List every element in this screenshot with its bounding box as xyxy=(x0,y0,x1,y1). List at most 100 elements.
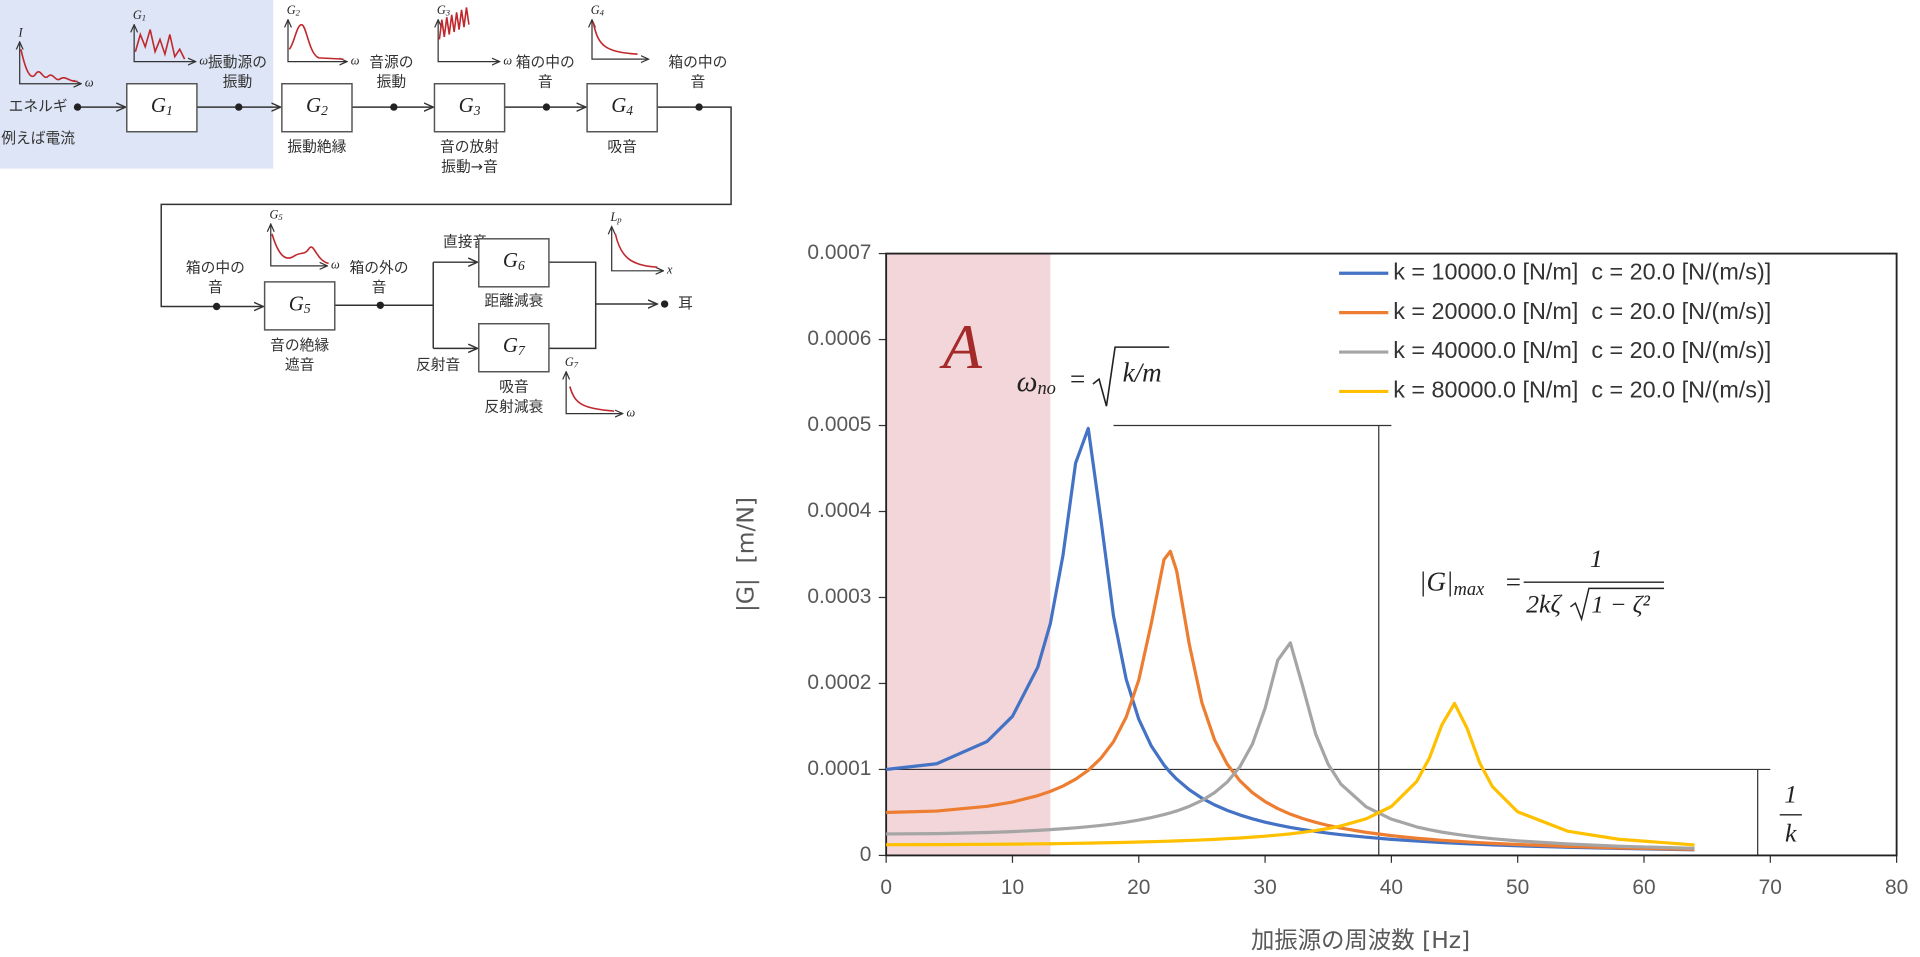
block-caption: 反射減衰 xyxy=(484,398,543,415)
sketch-x-label: ω xyxy=(85,76,94,90)
sketch-y-subscript: 3 xyxy=(445,8,450,18)
signal-label: 音 xyxy=(538,73,553,90)
block-caption: 振動絶縁 xyxy=(287,139,346,156)
signal-label: 箱の中の xyxy=(186,259,245,276)
junction xyxy=(212,302,221,311)
block-subscript: 6 xyxy=(518,258,525,273)
block-caption: 吸音 xyxy=(499,379,528,396)
omega-rhs: k/m xyxy=(1123,358,1162,388)
series-line xyxy=(886,641,1695,850)
block-caption: 遮音 xyxy=(285,357,315,374)
block-box xyxy=(263,281,336,331)
junction xyxy=(695,103,703,111)
omega-subscript: no xyxy=(1037,378,1055,398)
signal-label: 振動 xyxy=(377,73,407,90)
omega-equals: = xyxy=(1068,364,1086,394)
annotations: A ωno = k/m |G|max = 1 2kζ 1 − ζ² 1 k xyxy=(939,311,1802,848)
legend-label: k = 20000.0 [N/m] c = 20.0 [N/(m/s)] xyxy=(1393,298,1771,324)
junction xyxy=(235,103,243,111)
sketch-axes xyxy=(288,20,347,62)
gmax-subscript: max xyxy=(1454,579,1486,599)
sketch-y-label: G1 xyxy=(133,8,146,23)
block-label: G5 xyxy=(289,291,311,316)
input-example: 例えば電流 xyxy=(1,130,75,147)
y-tick-label: 0.0003 xyxy=(807,585,871,608)
inverse-k-numerator: 1 xyxy=(1784,779,1797,808)
sketch-y-symbol: G xyxy=(270,207,279,221)
block-label: G1 xyxy=(151,93,173,118)
legend-label: k = 40000.0 [N/m] c = 20.0 [N/(m/s)] xyxy=(1393,337,1771,363)
chart: 0 0.0001 0.0002 0.0003 0.0004 0.0005 0.0006 0.0… xyxy=(732,241,1909,954)
y-tick-label: 0.0005 xyxy=(807,413,871,436)
block-box xyxy=(126,82,198,133)
junctions xyxy=(73,103,703,311)
sketch-y-symbol: G xyxy=(591,3,600,17)
sketch-y-label: Lp xyxy=(609,210,622,225)
block-symbol: G xyxy=(459,93,474,117)
y-axis-label: |G| [m/N] xyxy=(732,497,760,612)
connector xyxy=(160,106,732,306)
gmax-denominator: 2kζ xyxy=(1526,590,1562,619)
sketch-axes xyxy=(592,20,649,59)
inverse-k-denominator: k xyxy=(1785,819,1797,848)
block-subscript: 3 xyxy=(473,103,481,118)
radical xyxy=(1570,587,1664,622)
x-tick-label: 0 xyxy=(880,876,892,899)
sketch-x-label: ω xyxy=(331,258,340,272)
sketch-y-label: G7 xyxy=(565,355,579,370)
block-subscript: 4 xyxy=(626,103,633,118)
sketch-x-label: ω xyxy=(351,53,360,67)
x-tick-label: 70 xyxy=(1759,876,1782,899)
sketch-y-subscript: 1 xyxy=(142,12,146,22)
x-tick-label: 20 xyxy=(1127,876,1150,899)
block-box xyxy=(478,238,550,288)
block-label: G2 xyxy=(306,93,328,118)
junction xyxy=(376,301,384,309)
junction xyxy=(73,103,82,111)
x-axis-label: 加振源の周波数 [Hz] xyxy=(1251,926,1470,954)
block-subscript: 5 xyxy=(304,301,311,316)
sketch-y-subscript: 2 xyxy=(296,8,301,18)
sketch-y-subscript: 5 xyxy=(278,212,283,222)
y-tick-label: 0.0007 xyxy=(807,241,871,264)
sketch-y-subscript: 4 xyxy=(600,8,605,18)
block-symbol: G xyxy=(289,291,304,315)
block-label: G7 xyxy=(503,333,526,358)
block-caption: 振動→音 xyxy=(441,158,498,175)
sketch-y-symbol: G xyxy=(133,8,142,22)
sketch-y-symbol: L xyxy=(609,210,617,224)
y-tick-label: 0.0006 xyxy=(807,327,871,350)
junction xyxy=(660,300,669,308)
sketch-curve xyxy=(20,49,78,83)
sketch-x-label: ω xyxy=(199,53,208,67)
output-label: 耳 xyxy=(678,295,693,312)
block-caption: 吸音 xyxy=(607,139,636,156)
omega-formula: ωno xyxy=(1017,366,1056,399)
sketch-curve xyxy=(592,22,638,55)
block-symbol: G xyxy=(151,93,166,117)
block-subscript: 7 xyxy=(518,343,526,358)
signal-label: 音源の xyxy=(369,54,413,71)
x-tick-label: 60 xyxy=(1632,876,1655,899)
sketch-y-symbol: I xyxy=(17,25,23,39)
path-label: 反射音 xyxy=(416,357,460,374)
omega-symbol: ω xyxy=(1017,366,1038,398)
block-label: G3 xyxy=(459,93,481,118)
legend-label: k = 80000.0 [N/m] c = 20.0 [N/(m/s)] xyxy=(1393,377,1771,403)
sketch-axes xyxy=(271,224,328,266)
x-tick-label: 10 xyxy=(1001,876,1024,899)
series-line xyxy=(885,426,1695,852)
block-symbol: G xyxy=(611,93,626,117)
sketch-curve xyxy=(614,233,658,268)
gmax-symbol: |G| xyxy=(1419,567,1453,597)
sketch-axes xyxy=(20,42,82,84)
signal-label: 振動 xyxy=(223,73,253,90)
block-box xyxy=(433,82,506,133)
sketch-x-label: ω xyxy=(503,53,512,67)
sketch-y-label: G3 xyxy=(437,3,450,18)
sketch-y-subscript: p xyxy=(616,214,622,224)
gmax-equals: = xyxy=(1504,567,1522,597)
sketch-y-label: I xyxy=(17,25,23,39)
block-caption: 音の絶縁 xyxy=(270,337,329,354)
signal-label: 振動源の xyxy=(208,54,267,71)
